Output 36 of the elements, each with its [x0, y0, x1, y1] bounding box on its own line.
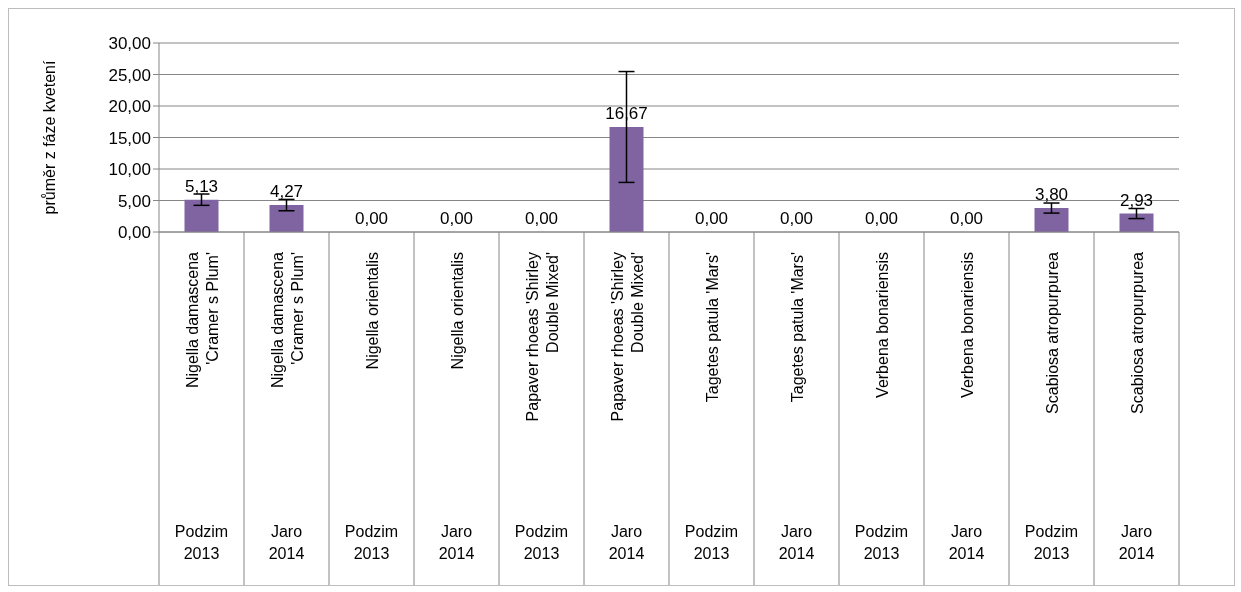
data-label: 0,00: [354, 209, 389, 228]
y-tick-label: 25,00: [108, 65, 151, 85]
bar: [184, 199, 219, 232]
category-label: Tagetes patula 'Mars' Podzim 2013: [684, 252, 739, 562]
category-label: Papaver rhoeas 'Shirley Double Mixed' Jaro 2014: [608, 252, 646, 562]
data-label: 0,00: [524, 209, 559, 228]
data-label: 0,00: [864, 209, 899, 228]
data-label: 5,13: [184, 176, 219, 196]
y-tick-label: 30,00: [108, 34, 151, 54]
y-axis-title: průměr z fáze kvetení: [40, 60, 58, 215]
y-tick-label: 10,00: [108, 160, 151, 180]
category-label: Nigella damascena 'Cramer s Plum' Jaro 2014: [268, 252, 306, 562]
category-label: Nigella orientalis Podzim 2013: [344, 252, 399, 562]
data-label: 0,00: [779, 209, 814, 228]
bar: [1034, 208, 1069, 232]
data-label: 0,00: [439, 209, 474, 228]
bar: [1119, 213, 1154, 232]
bar: [609, 126, 644, 232]
y-tick-label: 15,00: [108, 128, 151, 148]
data-label: 2,93: [1119, 190, 1154, 210]
category-label: Scabiosa atropurpurea Podzim 2013: [1024, 252, 1079, 562]
category-label: Verbena bonariensis Jaro 2014: [948, 252, 985, 562]
y-tick-label: 20,00: [108, 97, 151, 117]
data-label: 0,00: [694, 209, 729, 228]
category-label: Nigella damascena 'Cramer s Plum' Podzim 2013: [174, 252, 229, 562]
bar: [269, 205, 304, 232]
category-label: Verbena bonariensis Podzim 2013: [854, 252, 909, 562]
data-label: 4,27: [269, 182, 304, 202]
category-label: Tagetes patula 'Mars' Jaro 2014: [778, 252, 815, 562]
y-tick-label: 0,00: [117, 223, 151, 243]
category-label: Nigella orientalis Jaro 2014: [438, 252, 475, 562]
data-label: 0,00: [949, 209, 984, 228]
category-label: Scabiosa atropurpurea Jaro 2014: [1118, 252, 1155, 562]
data-label: 3,80: [1034, 185, 1069, 205]
category-label: Papaver rhoeas 'Shirley Double Mixed' Podzim 2013: [514, 252, 569, 562]
y-tick-label: 5,00: [117, 191, 151, 211]
